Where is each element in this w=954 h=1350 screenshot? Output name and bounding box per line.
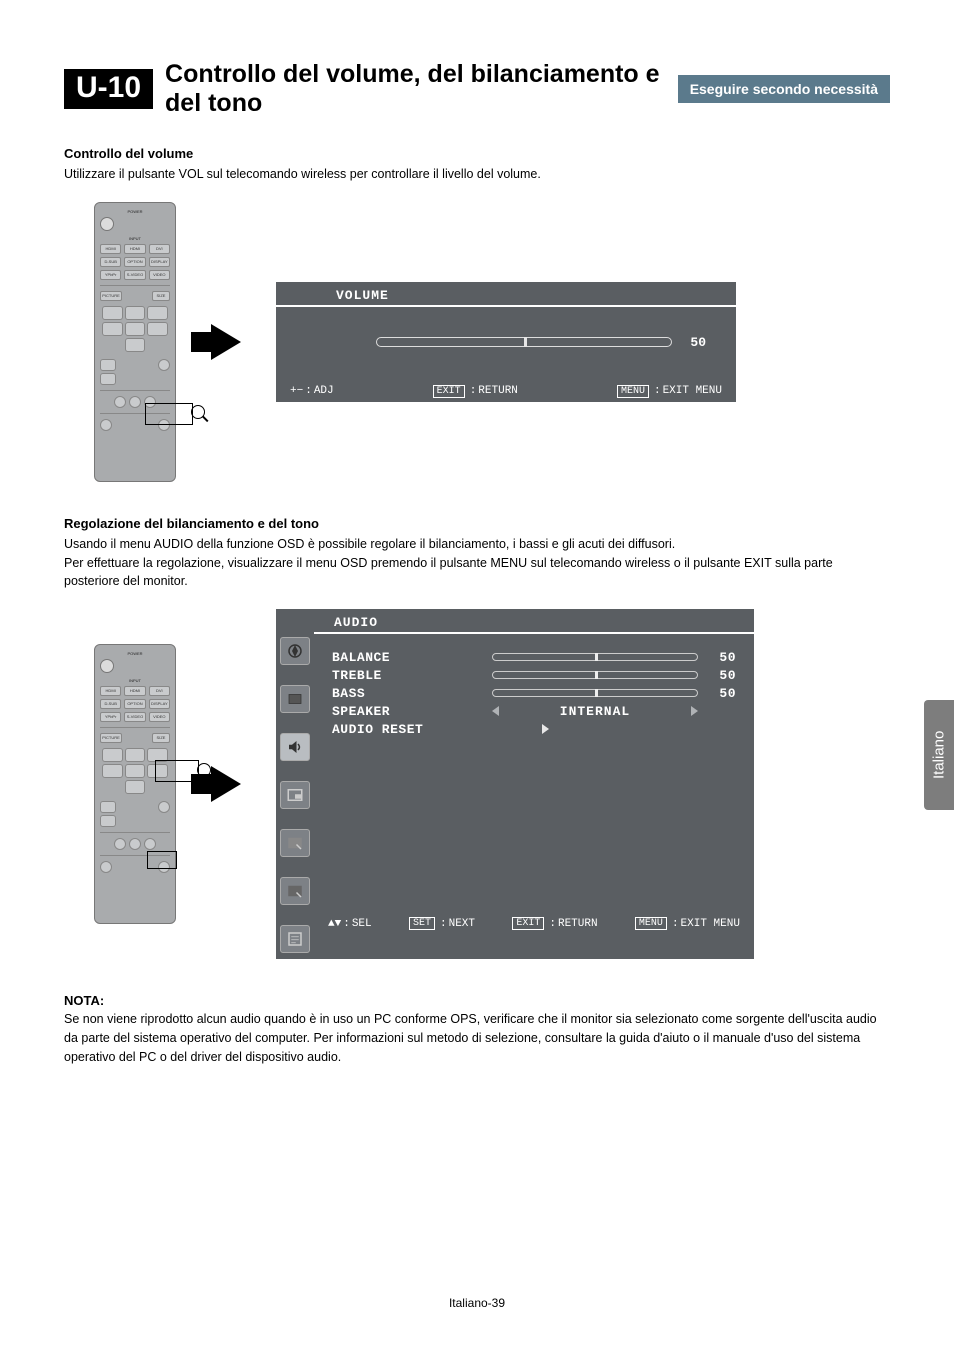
osd-tab-input-icon [280,637,310,665]
adj-keys: +− [290,385,303,397]
treble-label: TREBLE [332,668,482,683]
sel-label: SEL [352,918,372,930]
osd-tab-strip [276,609,314,959]
triangle-left-icon [492,706,499,716]
osd-tab-setup1-icon [280,829,310,857]
audio-reset-row: AUDIO RESET [332,720,736,738]
next-label: NEXT [449,918,475,930]
balance-label: BALANCE [332,650,482,665]
osd-audio-panel: AUDIO BALANCE 50 TREBLE 50 BASS 50 [276,609,754,959]
section-title: Controllo del volume, del bilanciamento … [165,60,666,118]
arrow-icon [211,324,241,360]
volume-heading: Controllo del volume [64,146,890,161]
figure-audio: POWER INPUT HDMIHDMIDVI D-SUBOPTIONDISPL… [94,609,890,959]
bass-row: BASS 50 [332,684,736,702]
page-header: U-10 Controllo del volume, del bilanciam… [64,60,890,118]
volume-body: Utilizzare il pulsante VOL sul telecoman… [64,165,890,184]
bass-slider [492,689,698,697]
note-body: Se non viene riprodotto alcun audio quan… [64,1010,890,1066]
remote-illustration-1: POWER INPUT HDMIHDMIDVI D-SUBOPTIONDISPL… [94,202,176,482]
balance-body: Usando il menu AUDIO della funzione OSD … [64,535,890,591]
set-key: SET [409,917,435,930]
balance-heading: Regolazione del bilanciamento e del tono [64,516,890,531]
return-label: RETURN [478,385,518,397]
page-number: Italiano-39 [0,1296,954,1310]
osd-volume-title: VOLUME [326,284,399,307]
osd-volume-panel: VOLUME 50 +−:ADJ EXIT:RETURN MENU:EXIT M… [276,282,736,402]
figure-volume: POWER INPUT HDMIHDMIDVI D-SUBOPTIONDISPL… [94,202,890,482]
speaker-selection: INTERNAL [509,704,681,719]
section-note-badge: Eseguire secondo necessità [678,75,890,103]
treble-row: TREBLE 50 [332,666,736,684]
osd-tab-setup2-icon [280,877,310,905]
balance-slider [492,653,698,661]
osd-audio-footer: ▲▼:SEL SET:NEXT EXIT:RETURN MENU:EXIT ME… [314,917,754,930]
return-label: RETURN [558,918,598,930]
bass-label: BASS [332,686,482,701]
bass-value: 50 [708,686,736,701]
treble-value: 50 [708,668,736,683]
osd-tab-picture-icon [280,685,310,713]
speaker-label: SPEAKER [332,704,482,719]
triangle-right-icon [691,706,698,716]
audio-reset-label: AUDIO RESET [332,722,532,737]
menu-key: MENU [617,385,649,398]
osd-tab-pip-icon [280,781,310,809]
treble-slider [492,671,698,679]
osd-tab-info-icon [280,925,310,953]
note-heading: NOTA: [64,993,890,1008]
menu-key: MENU [635,917,667,930]
osd-tab-audio-icon [280,733,310,761]
arrow-icon [211,766,241,802]
exit-key: EXIT [433,385,465,398]
balance-row: BALANCE 50 [332,648,736,666]
section-badge: U-10 [64,69,153,109]
balance-body-1: Usando il menu AUDIO della funzione OSD … [64,537,675,551]
adj-label: ADJ [314,385,334,397]
triangle-right-icon [542,724,549,734]
exitmenu-label: EXIT MENU [681,918,740,930]
remote-illustration-2: POWER INPUT HDMIHDMIDVI D-SUBOPTIONDISPL… [94,644,176,924]
speaker-row: SPEAKER INTERNAL [332,702,736,720]
volume-slider [376,337,672,347]
exitmenu-label: EXIT MENU [663,385,722,397]
exit-key: EXIT [512,917,544,930]
balance-value: 50 [708,650,736,665]
sel-keys: ▲▼ [328,918,341,930]
osd-audio-title: AUDIO [324,611,388,634]
language-side-tab: Italiano [924,700,954,810]
balance-body-2: Per effettuare la regolazione, visualizz… [64,556,833,589]
volume-value: 50 [690,335,706,350]
osd-volume-footer: +−:ADJ EXIT:RETURN MENU:EXIT MENU [276,385,736,398]
